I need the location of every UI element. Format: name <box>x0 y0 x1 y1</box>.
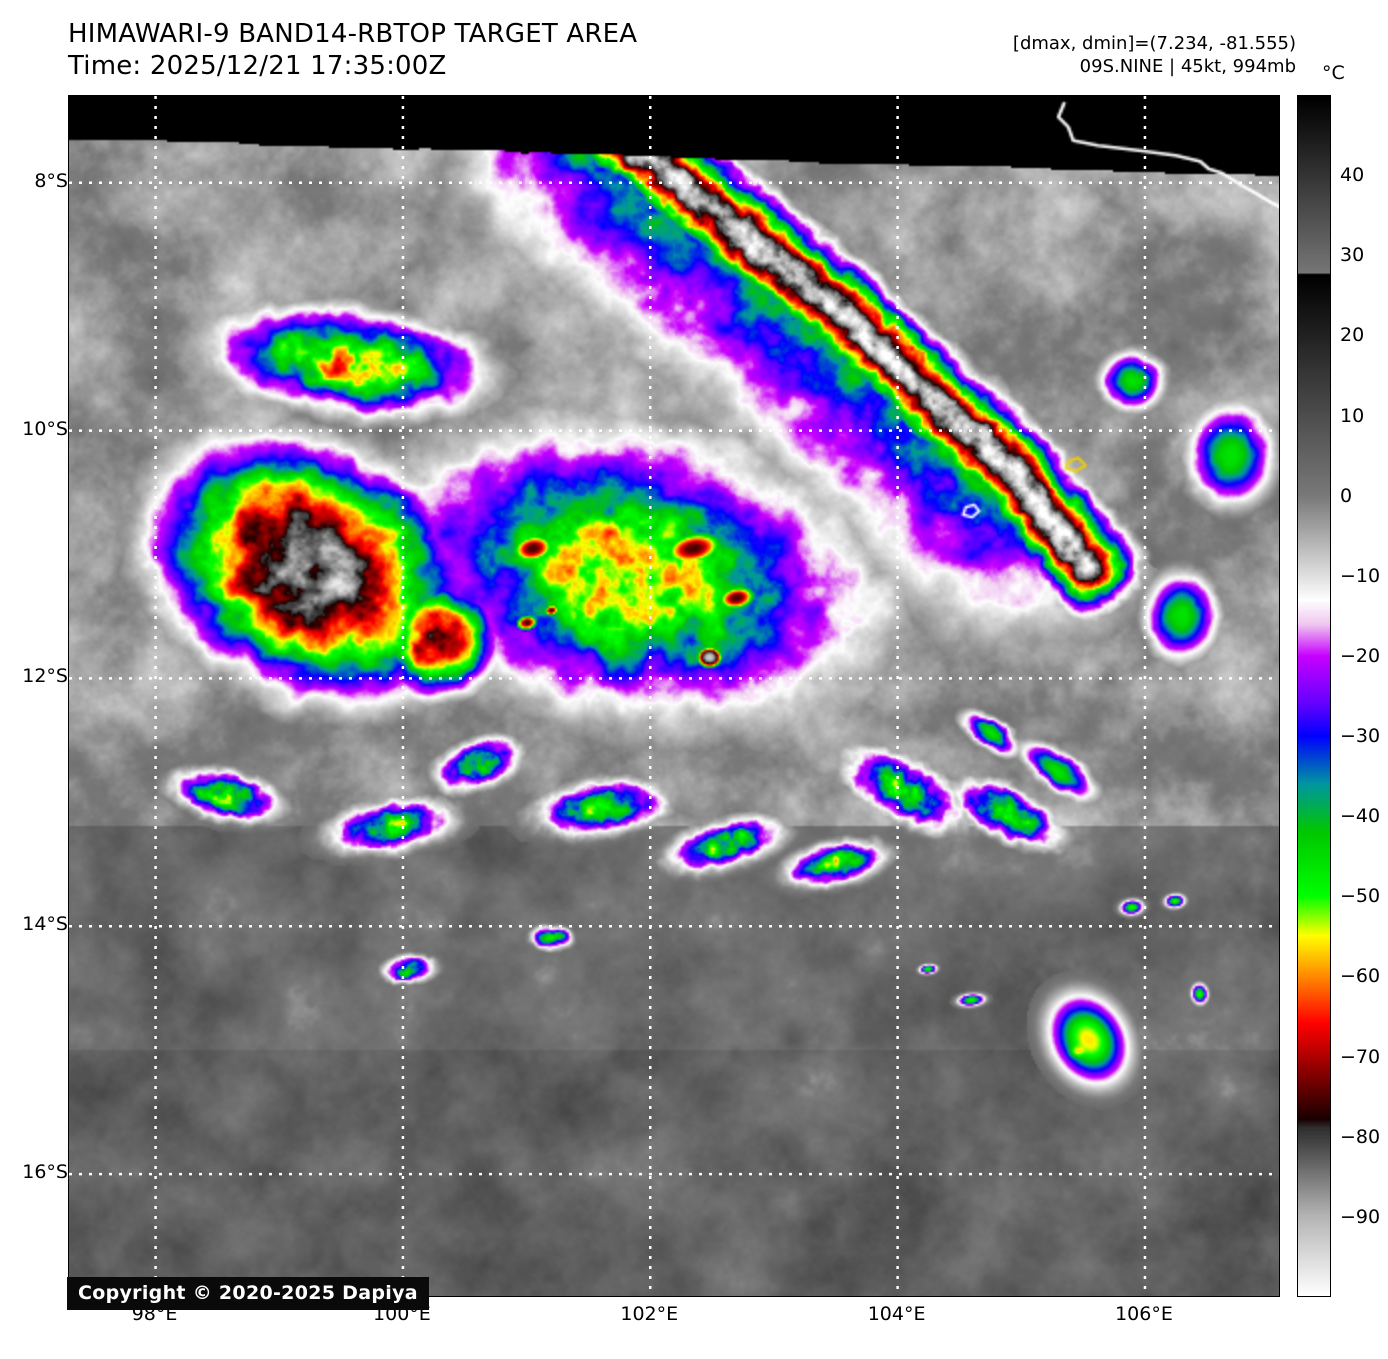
y-axis-tick-14S: 14°S <box>22 913 68 936</box>
colorbar[interactable] <box>1297 95 1331 1297</box>
satellite-imagery-canvas <box>69 96 1279 1296</box>
page-title: HIMAWARI-9 BAND14-RBTOP TARGET AREA <box>68 19 638 49</box>
colorbar-tick-minus90: −90 <box>1340 1205 1381 1228</box>
x-axis-tick-102E: 102°E <box>620 1303 679 1325</box>
satellite-image-plot[interactable] <box>68 95 1280 1297</box>
colorbar-tick-minus80: −80 <box>1340 1125 1381 1148</box>
timestamp-label: Time: 2025/12/21 17:35:00Z <box>68 51 447 81</box>
colorbar-tick-minus30: −30 <box>1340 725 1381 748</box>
dmax-dmin-label: [dmax, dmin]=(7.234, -81.555) <box>1012 33 1296 54</box>
x-axis-tick-104E: 104°E <box>867 1303 926 1325</box>
colorbar-tick-0: 0 <box>1340 484 1353 507</box>
colorbar-tick-20: 20 <box>1340 324 1365 347</box>
title-block: HIMAWARI-9 BAND14-RBTOP TARGET AREA Time… <box>68 18 637 82</box>
y-axis-tick-16S: 16°S <box>22 1161 68 1184</box>
y-axis-tick-10S: 10°S <box>22 417 68 440</box>
colorbar-tick-minus70: −70 <box>1340 1045 1381 1068</box>
metadata-block: [dmax, dmin]=(7.234, -81.555) 09S.NINE |… <box>1013 32 1296 78</box>
colorbar-tick-minus20: −20 <box>1340 644 1381 667</box>
colorbar-tick-30: 30 <box>1340 244 1365 267</box>
colorbar-tick-minus40: −40 <box>1340 805 1381 828</box>
y-axis-tick-8S: 8°S <box>34 169 68 192</box>
x-axis-tick-106E: 106°E <box>1115 1303 1173 1325</box>
colorbar-tick-minus50: −50 <box>1340 885 1381 908</box>
colorbar-tick-10: 10 <box>1340 404 1365 427</box>
colorbar-tick-minus10: −10 <box>1340 564 1381 587</box>
colorbar-gradient <box>1298 96 1330 1296</box>
copyright-watermark: Copyright © 2020-2025 Dapiya <box>67 1277 429 1310</box>
colorbar-unit-label: °C <box>1322 62 1345 84</box>
storm-info-label: 09S.NINE | 45kt, 994mb <box>1079 56 1296 77</box>
colorbar-tick-40: 40 <box>1340 164 1365 187</box>
colorbar-tick-minus60: −60 <box>1340 965 1381 988</box>
y-axis-tick-12S: 12°S <box>22 665 68 688</box>
